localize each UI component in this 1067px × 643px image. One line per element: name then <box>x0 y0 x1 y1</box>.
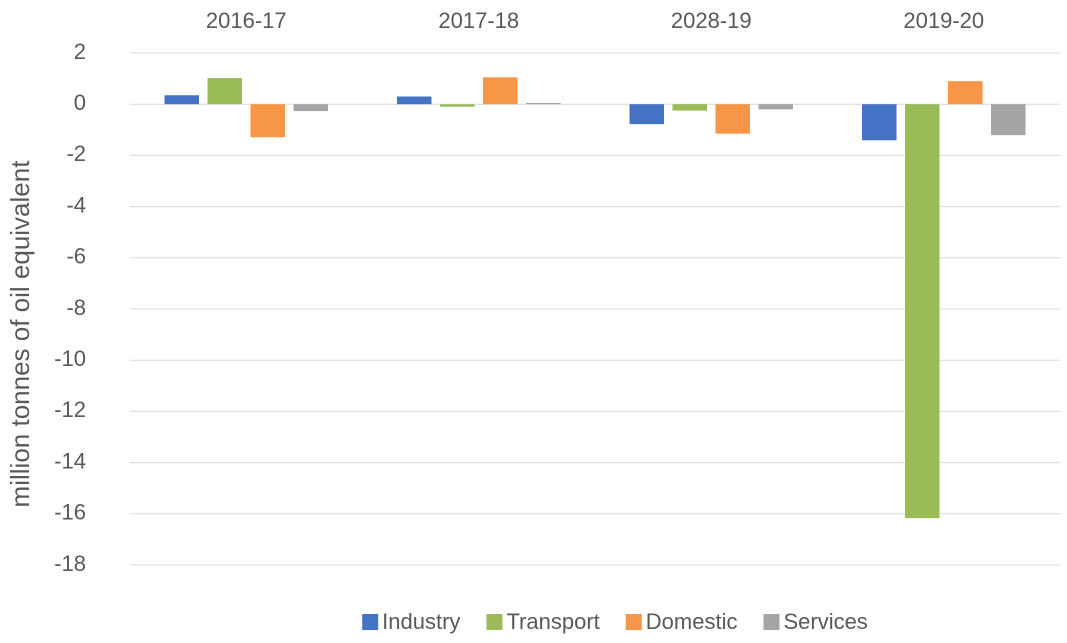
x-tick-label: 2016-17 <box>206 8 287 33</box>
legend-label: Industry <box>382 609 460 634</box>
legend-label: Services <box>783 609 867 634</box>
bar <box>526 102 561 105</box>
x-tick-label: 2017-18 <box>438 8 519 33</box>
y-tick-label: -4 <box>66 192 86 217</box>
legend-swatch <box>486 614 503 630</box>
y-tick-label: -8 <box>66 295 86 320</box>
y-tick-label: -18 <box>54 551 86 576</box>
legend-swatch <box>625 614 642 630</box>
bar <box>715 104 750 134</box>
legend-swatch <box>362 614 379 630</box>
y-tick-label: -10 <box>54 346 86 371</box>
legend-label: Domestic <box>646 609 738 634</box>
bar <box>629 104 664 125</box>
bar <box>758 104 793 110</box>
legend-label: Transport <box>506 609 599 634</box>
bar <box>483 77 518 105</box>
y-tick-label: -14 <box>54 448 86 473</box>
legend-swatch <box>763 614 780 630</box>
y-tick-label: 2 <box>74 39 86 64</box>
y-tick-label: -6 <box>66 244 86 269</box>
y-tick-label: -16 <box>54 500 86 525</box>
x-tick-label: 2028-19 <box>671 8 752 33</box>
bar <box>207 78 242 105</box>
bar <box>672 104 707 111</box>
bar <box>948 81 983 105</box>
bar <box>293 104 328 112</box>
bar <box>862 104 897 141</box>
bar <box>164 95 199 105</box>
bar <box>905 104 940 519</box>
x-tick-label: 2019-20 <box>903 8 984 33</box>
y-axis-label: million tonnes of oil equivalent <box>5 160 35 508</box>
bar <box>397 96 432 105</box>
bar <box>991 104 1026 136</box>
y-tick-label: -12 <box>54 397 86 422</box>
bar <box>440 104 475 107</box>
y-tick-label: 0 <box>74 90 86 115</box>
bar <box>250 104 285 138</box>
y-tick-label: -2 <box>66 141 86 166</box>
